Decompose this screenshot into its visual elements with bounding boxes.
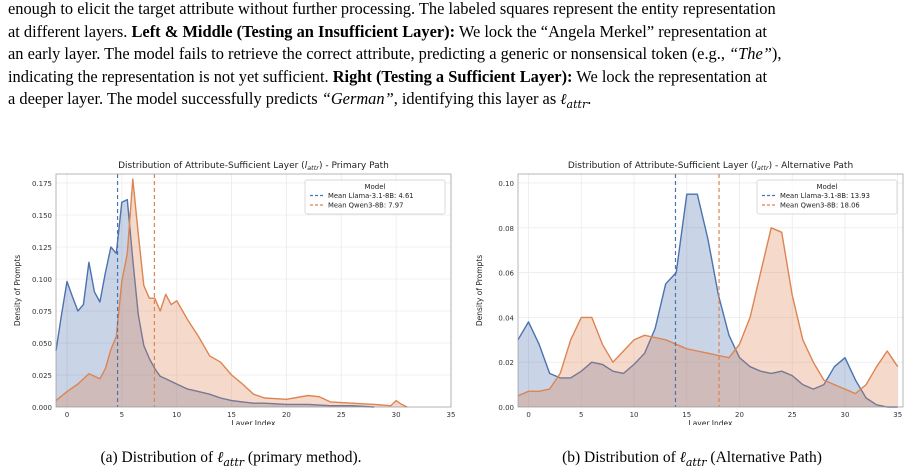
x-tick-label: 10 [630, 411, 639, 419]
x-tick-label: 20 [282, 411, 291, 419]
caption-text: (primary method). [244, 449, 362, 466]
x-tick-label: 25 [337, 411, 346, 419]
x-tick-label: 25 [788, 411, 797, 419]
axes-frame [55, 173, 452, 408]
chart-alternative-path: 0.00 0.02 0.04 0.06 0.08 0.10 0 5 10 15 20 25 30 35 Di… [475, 161, 904, 425]
x-tick-label: 30 [841, 411, 850, 419]
x-tick-label: 30 [392, 411, 401, 419]
text-span: at different layers. [8, 21, 132, 41]
legend-title: Model [364, 183, 385, 191]
caption-a: (a) Distribution of ℓattr (primary metho… [0, 448, 462, 469]
math-l: ℓ [217, 448, 224, 466]
y-axis-label: Density of Prompts [475, 255, 484, 326]
series-area-qwen [56, 179, 408, 407]
series-line-qwen [517, 227, 899, 397]
math-subscript: attr [685, 456, 707, 469]
series-line-llama [517, 193, 898, 408]
math-l: ℓ [560, 90, 567, 109]
text-span: . [587, 89, 592, 109]
italic-token-german: “German” [321, 89, 394, 109]
y-tick-label: 0.125 [32, 244, 52, 252]
math-subscript: attr [566, 98, 588, 112]
y-tick-label: 0.175 [32, 180, 52, 188]
y-tick-label: 0.06 [498, 270, 514, 278]
y-axis-label: Density of Prompts [13, 255, 22, 326]
x-tick-label: 35 [893, 411, 902, 419]
legend-title: Model [816, 183, 837, 191]
text-span: We lock the “Angela Merkel” representati… [455, 21, 767, 41]
text-span: ), [771, 44, 782, 64]
x-tick-label: 15 [682, 411, 691, 419]
series-area-llama [56, 199, 375, 407]
chart-title: Distribution of Attribute-Sufficient Lay… [118, 161, 389, 172]
text-span: , identifying this layer as [393, 89, 561, 109]
y-tick-label: 0.08 [498, 225, 514, 233]
x-tick-label: 0 [65, 411, 69, 419]
y-tick-label: 0.150 [32, 212, 52, 220]
y-tick-label: 0.10 [498, 180, 514, 188]
series-line-qwen [55, 178, 408, 408]
chart-primary-path: 0.000 0.025 0.050 0.075 0.100 0.125 0.150 0.175… [13, 161, 456, 425]
x-tick-label: 5 [579, 411, 583, 419]
math-symbol-l-attr: ℓattr [679, 448, 707, 469]
y-tick-label: 0.025 [32, 372, 52, 380]
y-tick-label: 0.04 [498, 314, 514, 322]
x-tick-label: 20 [735, 411, 744, 419]
text-span: a deeper layer. The model successfully p… [8, 89, 322, 109]
bold-heading-left-middle: Left & Middle (Testing an Insufficient L… [131, 21, 456, 41]
math-symbol-l-attr: ℓattr [560, 90, 588, 112]
legend-entry-llama: Mean Llama-3.1-8B: 4.61 [328, 192, 414, 200]
y-tick-label: 0.000 [32, 404, 52, 412]
paragraph-line-1: enough to elicit the target attribute wi… [8, 0, 914, 21]
paragraph-line-3: an early layer. The model fails to retri… [8, 43, 914, 66]
y-tick-label: 0.050 [32, 340, 52, 348]
x-tick-label: 35 [447, 411, 456, 419]
y-tick-label: 0.075 [32, 308, 52, 316]
paragraph-line-4: indicating the representation is not yet… [8, 66, 914, 89]
caption-text: (a) Distribution of [100, 449, 218, 466]
x-axis-label: Layer Index [689, 419, 734, 425]
legend-entry-qwen: Mean Qwen3-8B: 7.97 [328, 202, 403, 210]
x-tick-label: 5 [120, 411, 124, 419]
x-tick-label: 0 [526, 411, 530, 419]
chart-title: Distribution of Attribute-Sufficient Lay… [568, 161, 853, 172]
bold-heading-right: Right (Testing a Sufficient Layer): [332, 66, 573, 86]
paragraph-line-5: a deeper layer. The model successfully p… [8, 88, 914, 117]
figure-description-paragraph: enough to elicit the target attribute wi… [8, 0, 914, 117]
text-line: enough to elicit the target attribute wi… [8, 0, 776, 18]
text-span: We lock the representation at [572, 66, 768, 86]
y-tick-label: 0.02 [498, 359, 514, 367]
x-tick-label: 15 [227, 411, 236, 419]
x-axis-label: Layer Index [232, 419, 277, 425]
math-subscript: attr [223, 456, 245, 469]
math-l: ℓ [679, 448, 686, 466]
y-tick-label: 0.100 [32, 276, 52, 284]
legend-entry-qwen: Mean Qwen3-8B: 18.06 [780, 202, 860, 210]
legend-box [756, 179, 898, 215]
text-span: indicating the representation is not yet… [8, 66, 333, 86]
y-tick-label: 0.00 [498, 404, 514, 412]
paragraph-line-2: at different layers. Left & Middle (Test… [8, 21, 914, 44]
axes-frame [517, 173, 904, 408]
caption-b: (b) Distribution of ℓattr (Alternative P… [462, 448, 922, 469]
caption-text: (Alternative Path) [706, 449, 822, 466]
caption-text: (b) Distribution of [562, 449, 680, 466]
series-line-llama [55, 198, 375, 408]
legend-box [304, 179, 446, 215]
series-area-llama [518, 194, 898, 407]
x-tick-label: 10 [172, 411, 181, 419]
math-symbol-l-attr: ℓattr [217, 448, 245, 469]
legend-entry-llama: Mean Llama-3.1-8B: 13.93 [780, 192, 870, 200]
italic-token-the: “The” [729, 44, 772, 64]
text-span: an early layer. The model fails to retri… [8, 44, 730, 64]
